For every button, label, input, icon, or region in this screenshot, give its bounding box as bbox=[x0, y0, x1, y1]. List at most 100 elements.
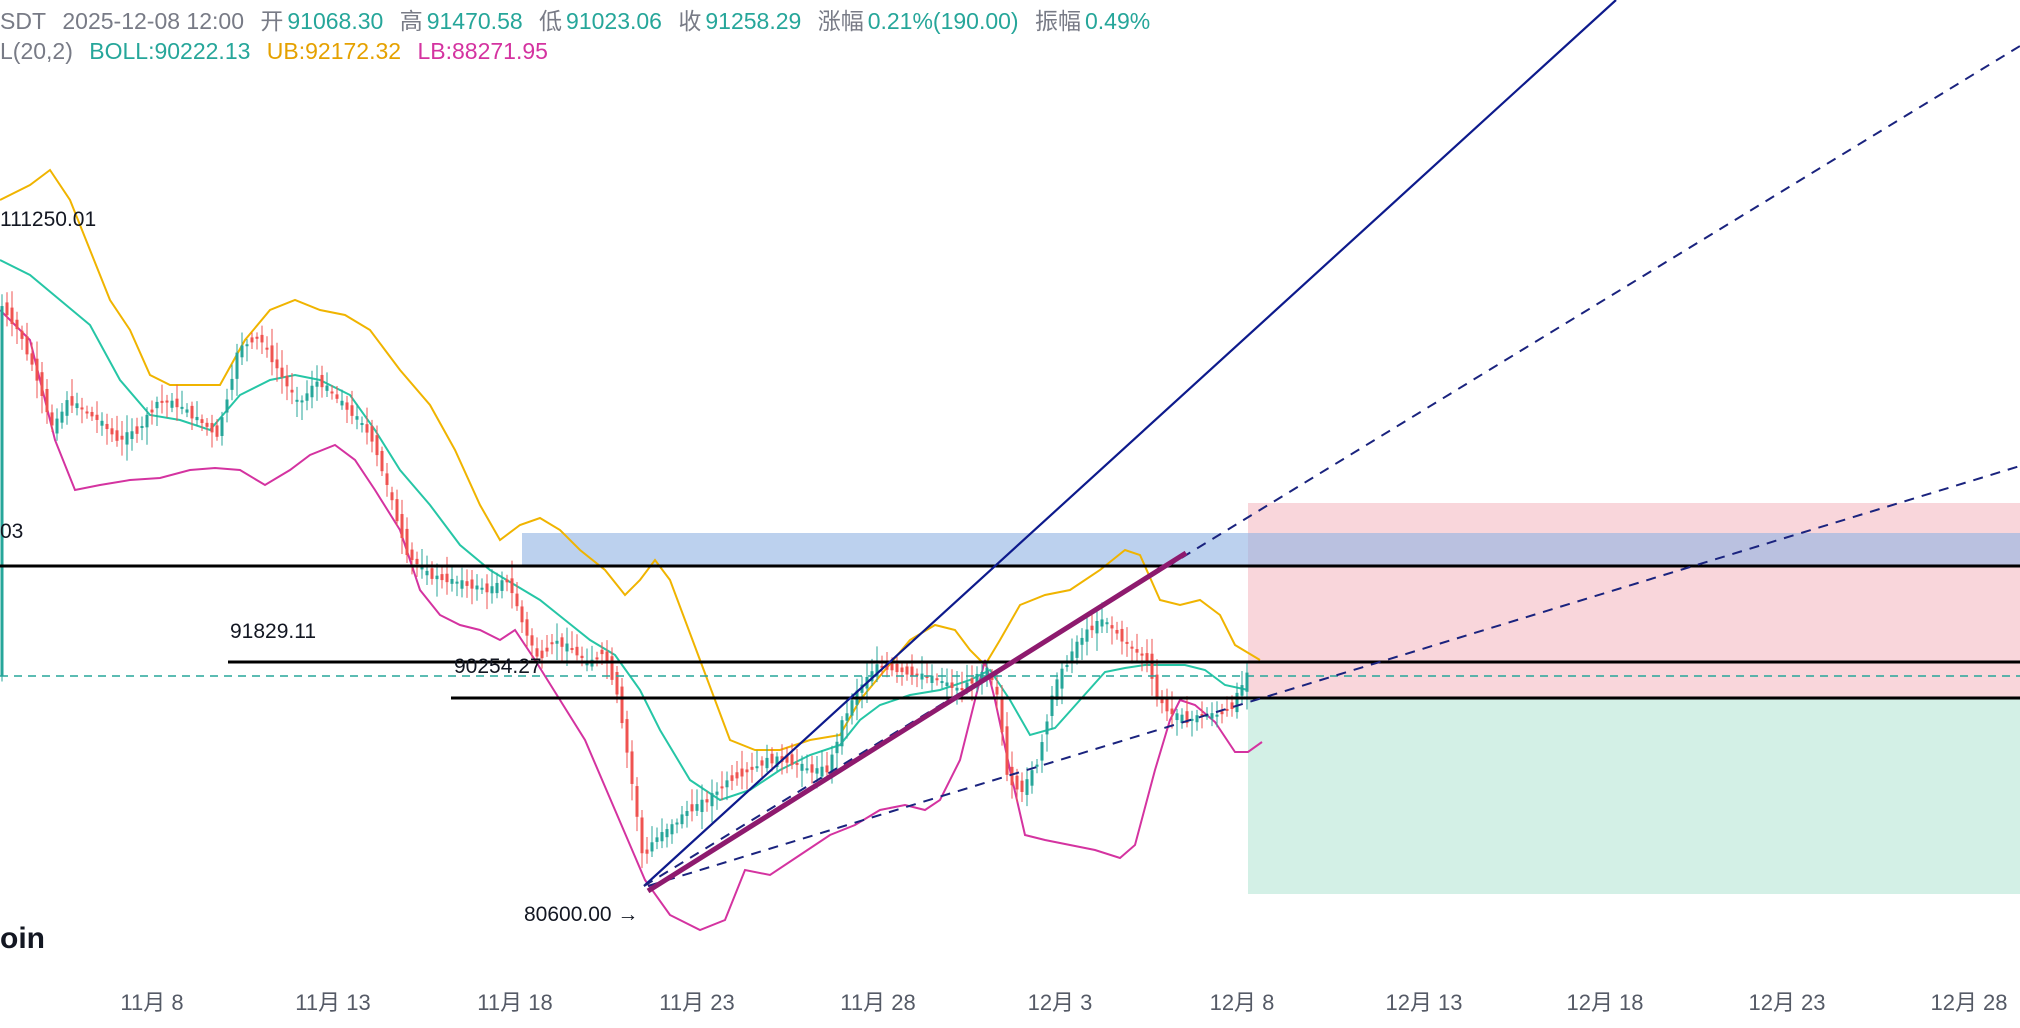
candle-body[interactable] bbox=[345, 402, 349, 410]
candle-body[interactable] bbox=[475, 585, 479, 590]
candle-body[interactable] bbox=[300, 400, 304, 403]
candle-body[interactable] bbox=[1245, 672, 1249, 692]
candle-body[interactable] bbox=[570, 647, 574, 650]
candle-body[interactable] bbox=[290, 389, 294, 393]
candle-body[interactable] bbox=[830, 754, 834, 775]
candle-body[interactable] bbox=[415, 558, 419, 565]
candle-body[interactable] bbox=[920, 673, 924, 680]
candle-body[interactable] bbox=[1085, 629, 1089, 642]
candle-body[interactable] bbox=[760, 760, 764, 766]
candle-body[interactable] bbox=[685, 811, 689, 816]
candle-body[interactable] bbox=[965, 682, 969, 691]
candle-body[interactable] bbox=[580, 655, 584, 659]
candle-body[interactable] bbox=[130, 431, 134, 439]
candle-body[interactable] bbox=[10, 307, 14, 324]
candle-body[interactable] bbox=[60, 411, 64, 423]
candle-body[interactable] bbox=[795, 762, 799, 765]
candle-body[interactable] bbox=[560, 637, 564, 647]
candle-body[interactable] bbox=[20, 330, 24, 339]
candle-body[interactable] bbox=[790, 754, 794, 765]
candle-body[interactable] bbox=[195, 416, 199, 421]
candle-body[interactable] bbox=[460, 580, 464, 589]
candle-body[interactable] bbox=[1180, 714, 1184, 723]
candle-body[interactable] bbox=[75, 403, 79, 409]
candle-body[interactable] bbox=[450, 578, 454, 584]
candle-body[interactable] bbox=[500, 580, 504, 591]
candle-body[interactable] bbox=[190, 405, 194, 419]
candle-body[interactable] bbox=[1175, 713, 1179, 721]
candle-body[interactable] bbox=[1160, 697, 1164, 704]
candle-body[interactable] bbox=[365, 424, 369, 433]
candle-body[interactable] bbox=[660, 832, 664, 842]
candle-body[interactable] bbox=[80, 407, 84, 410]
candle-body[interactable] bbox=[895, 663, 899, 673]
candle-body[interactable] bbox=[875, 664, 879, 677]
candle-body[interactable] bbox=[1115, 629, 1119, 634]
candle-body[interactable] bbox=[1225, 708, 1229, 711]
candle-body[interactable] bbox=[655, 837, 659, 842]
candle-body[interactable] bbox=[630, 751, 634, 784]
candle-body[interactable] bbox=[710, 793, 714, 807]
candle-body[interactable] bbox=[935, 678, 939, 681]
candle-body[interactable] bbox=[85, 411, 89, 414]
candle-body[interactable] bbox=[970, 678, 974, 684]
candle-body[interactable] bbox=[205, 422, 209, 427]
candle-body[interactable] bbox=[105, 423, 109, 430]
candle-body[interactable] bbox=[175, 398, 179, 408]
candle-body[interactable] bbox=[530, 635, 534, 646]
candle-body[interactable] bbox=[765, 757, 769, 769]
candle-body[interactable] bbox=[245, 344, 249, 347]
candle-body[interactable] bbox=[170, 400, 174, 408]
candle-body[interactable] bbox=[285, 375, 289, 387]
candle-body[interactable] bbox=[1075, 641, 1079, 658]
candle-body[interactable] bbox=[15, 319, 19, 330]
candle-body[interactable] bbox=[715, 791, 719, 795]
candle-body[interactable] bbox=[975, 673, 979, 688]
candle-body[interactable] bbox=[40, 372, 44, 396]
candle-body[interactable] bbox=[550, 642, 554, 645]
candle-body[interactable] bbox=[775, 756, 779, 767]
candle-body[interactable] bbox=[420, 566, 424, 570]
candle-body[interactable] bbox=[785, 754, 789, 763]
indicator-name[interactable]: L(20,2) bbox=[0, 38, 73, 64]
blue-zone[interactable] bbox=[522, 533, 2020, 565]
candle-body[interactable] bbox=[755, 766, 759, 769]
candle-body[interactable] bbox=[1150, 653, 1154, 679]
candle-body[interactable] bbox=[1165, 699, 1169, 712]
candle-body[interactable] bbox=[225, 399, 229, 413]
candle-body[interactable] bbox=[825, 765, 829, 773]
candle-body[interactable] bbox=[470, 579, 474, 589]
candle-body[interactable] bbox=[535, 648, 539, 657]
candle-body[interactable] bbox=[1105, 622, 1109, 625]
candle-body[interactable] bbox=[480, 587, 484, 590]
trend-line-steep[interactable] bbox=[643, 0, 1617, 887]
candle-body[interactable] bbox=[1125, 641, 1129, 644]
candle-body[interactable] bbox=[770, 753, 774, 764]
candle-body[interactable] bbox=[950, 682, 954, 689]
candle-body[interactable] bbox=[905, 666, 909, 675]
candle-body[interactable] bbox=[1005, 726, 1009, 775]
candle-body[interactable] bbox=[620, 686, 624, 724]
candle-body[interactable] bbox=[1190, 718, 1194, 721]
candle-body[interactable] bbox=[315, 381, 319, 387]
candle-body[interactable] bbox=[735, 772, 739, 779]
candle-body[interactable] bbox=[1025, 779, 1029, 795]
candle-body[interactable] bbox=[120, 435, 124, 440]
candle-body[interactable] bbox=[495, 582, 499, 594]
candle-body[interactable] bbox=[70, 396, 74, 406]
candle-body[interactable] bbox=[930, 675, 934, 683]
candle-body[interactable] bbox=[835, 741, 839, 754]
candle-body[interactable] bbox=[645, 849, 649, 854]
candle-body[interactable] bbox=[1080, 637, 1084, 645]
candle-body[interactable] bbox=[640, 817, 644, 854]
candle-body[interactable] bbox=[910, 666, 914, 677]
candle-body[interactable] bbox=[1170, 708, 1174, 715]
candle-body[interactable] bbox=[810, 764, 814, 773]
candle-body[interactable] bbox=[310, 385, 314, 398]
candle-body[interactable] bbox=[155, 401, 159, 409]
candle-body[interactable] bbox=[25, 336, 29, 355]
candle-body[interactable] bbox=[890, 663, 894, 671]
candle-body[interactable] bbox=[325, 385, 329, 391]
candle-body[interactable] bbox=[400, 514, 404, 539]
candle-body[interactable] bbox=[1220, 711, 1224, 715]
